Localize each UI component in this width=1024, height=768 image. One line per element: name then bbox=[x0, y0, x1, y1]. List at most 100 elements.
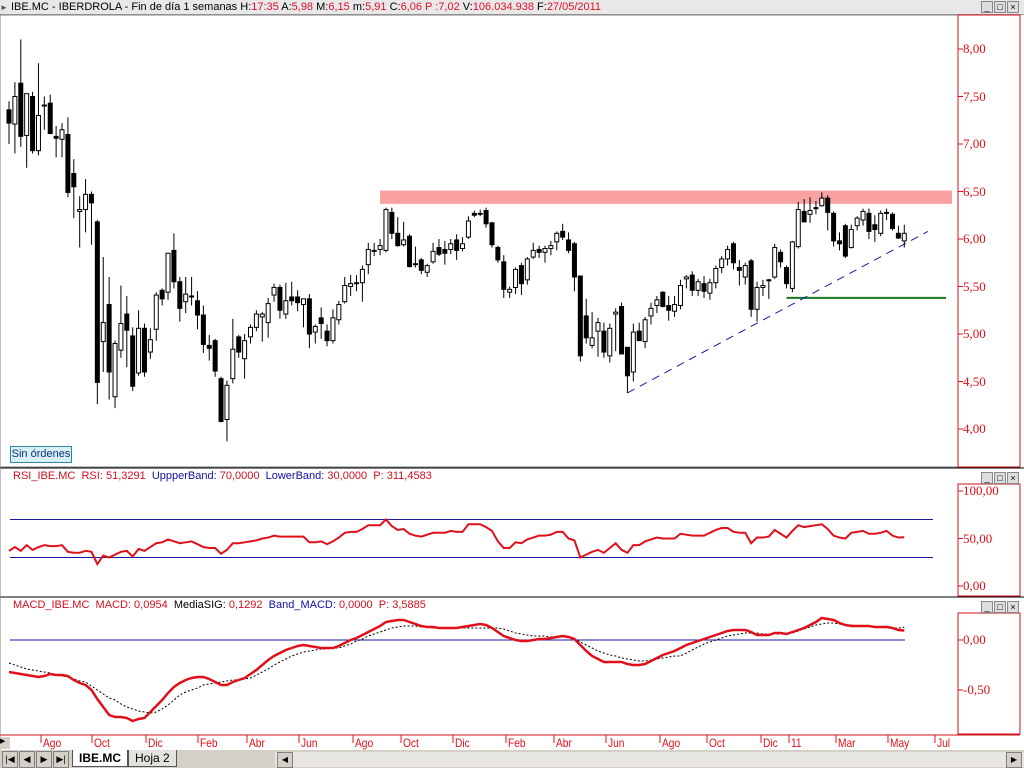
candle-body-down bbox=[295, 296, 301, 304]
open-value: 5,98 bbox=[291, 1, 314, 13]
prev-sheet-button[interactable]: ◀ bbox=[19, 751, 35, 768]
macd-p-label: P: bbox=[378, 599, 390, 611]
main-window-buttons: _ □ × bbox=[980, 1, 1019, 13]
candle bbox=[283, 282, 289, 319]
candle-body-up bbox=[513, 268, 519, 288]
candle-body-up bbox=[354, 282, 360, 285]
last-sheet-button[interactable]: ▶| bbox=[53, 751, 69, 768]
minimize-button[interactable]: _ bbox=[981, 472, 993, 484]
time-tick-label: Oct bbox=[94, 736, 110, 750]
orders-status-badge[interactable]: Sin órdenes bbox=[10, 446, 72, 463]
candle-body-up bbox=[41, 104, 47, 107]
candle bbox=[872, 215, 878, 242]
candle-body-up bbox=[754, 286, 760, 310]
candle-body-down bbox=[407, 235, 413, 268]
close-button[interactable]: × bbox=[1007, 601, 1019, 613]
candle bbox=[683, 275, 689, 289]
next-sheet-button[interactable]: ▶ bbox=[36, 751, 52, 768]
maximize-button[interactable]: □ bbox=[994, 1, 1006, 13]
candle-body-down bbox=[277, 286, 283, 311]
candle bbox=[330, 309, 336, 344]
candle bbox=[748, 258, 754, 317]
candle bbox=[460, 237, 466, 252]
title-arrow-icon: ► bbox=[0, 3, 8, 12]
candle-body-down bbox=[130, 335, 136, 387]
candle-body-up bbox=[224, 384, 230, 420]
candle bbox=[359, 265, 365, 302]
candle-body-up bbox=[554, 232, 560, 243]
candle-body-up bbox=[59, 129, 65, 140]
maximize-button[interactable]: □ bbox=[994, 601, 1006, 613]
candle bbox=[866, 208, 872, 239]
candle-body-up bbox=[672, 304, 678, 312]
candle-body-up bbox=[165, 252, 171, 293]
candle bbox=[354, 275, 360, 292]
candle-body-up bbox=[348, 283, 354, 287]
candle-body-down bbox=[289, 296, 295, 302]
candle bbox=[100, 257, 106, 372]
candle-body-down bbox=[389, 211, 395, 234]
candle bbox=[754, 281, 760, 322]
candle bbox=[613, 308, 619, 352]
minimize-button[interactable]: _ bbox=[981, 601, 993, 613]
candle bbox=[789, 240, 795, 293]
candle bbox=[53, 125, 59, 158]
candle bbox=[200, 305, 206, 353]
candle bbox=[601, 322, 607, 358]
candle bbox=[289, 281, 295, 306]
close-button[interactable]: × bbox=[1007, 1, 1019, 13]
scroll-right-button[interactable]: ▶ bbox=[1006, 752, 1022, 768]
candle-body-up bbox=[301, 298, 306, 306]
tab-hoja-2[interactable]: Hoja 2 bbox=[128, 750, 177, 767]
candle-body-down bbox=[71, 172, 77, 188]
candle bbox=[783, 265, 789, 289]
candle bbox=[477, 209, 483, 217]
candle bbox=[424, 263, 430, 277]
candle bbox=[371, 242, 377, 257]
macd-label: MACD: bbox=[95, 599, 131, 611]
p-value: 7,02 bbox=[438, 1, 460, 13]
candle-body-up bbox=[424, 265, 430, 273]
candle bbox=[884, 208, 890, 220]
close-value: 6,06 bbox=[400, 1, 422, 13]
candle-body-up bbox=[24, 93, 30, 136]
candle-body-up bbox=[242, 340, 248, 360]
candle bbox=[654, 296, 660, 314]
candle bbox=[77, 196, 83, 248]
macd-axis bbox=[957, 612, 1021, 735]
candle bbox=[801, 199, 807, 223]
price-tick-label: 4,00 bbox=[963, 421, 986, 436]
candle bbox=[536, 245, 542, 258]
candle-body-up bbox=[607, 327, 613, 357]
date-value: 27/05/2011 bbox=[546, 1, 602, 13]
macd-signal-line bbox=[8, 622, 905, 714]
candle-body-down bbox=[306, 298, 312, 335]
candle bbox=[112, 340, 118, 409]
candle-body-down bbox=[200, 314, 206, 345]
tab-ibe-mc[interactable]: IBE.MC bbox=[72, 750, 128, 767]
macd-band-value: 0,0000 bbox=[338, 599, 373, 611]
price-tick-label: 6,50 bbox=[963, 183, 986, 199]
scroll-left-button[interactable]: ◀ bbox=[277, 752, 293, 768]
first-sheet-button[interactable]: |◀ bbox=[2, 751, 18, 768]
candle bbox=[306, 294, 312, 349]
candle-body-down bbox=[124, 313, 130, 331]
minimize-button[interactable]: _ bbox=[981, 1, 993, 13]
candle-body-down bbox=[454, 239, 460, 251]
candle-body-down bbox=[801, 210, 807, 223]
candle-body-up bbox=[589, 337, 595, 346]
rsi-tick-label: 0,00 bbox=[963, 578, 986, 593]
horizontal-scrollbar[interactable]: ◀ ▶ bbox=[275, 752, 1024, 768]
candle bbox=[530, 242, 536, 259]
candle bbox=[59, 123, 65, 158]
candle bbox=[83, 179, 89, 233]
rsi-indicator-name: RSI_IBE.MC bbox=[13, 470, 76, 482]
price-tick-label: 6,00 bbox=[963, 231, 986, 246]
panel-expand-arrow-icon[interactable]: ▶ bbox=[0, 737, 10, 749]
candle bbox=[224, 380, 230, 442]
close-button[interactable]: × bbox=[1007, 472, 1019, 484]
candle-body-down bbox=[88, 193, 94, 204]
candle bbox=[836, 232, 842, 251]
maximize-button[interactable]: □ bbox=[994, 472, 1006, 484]
